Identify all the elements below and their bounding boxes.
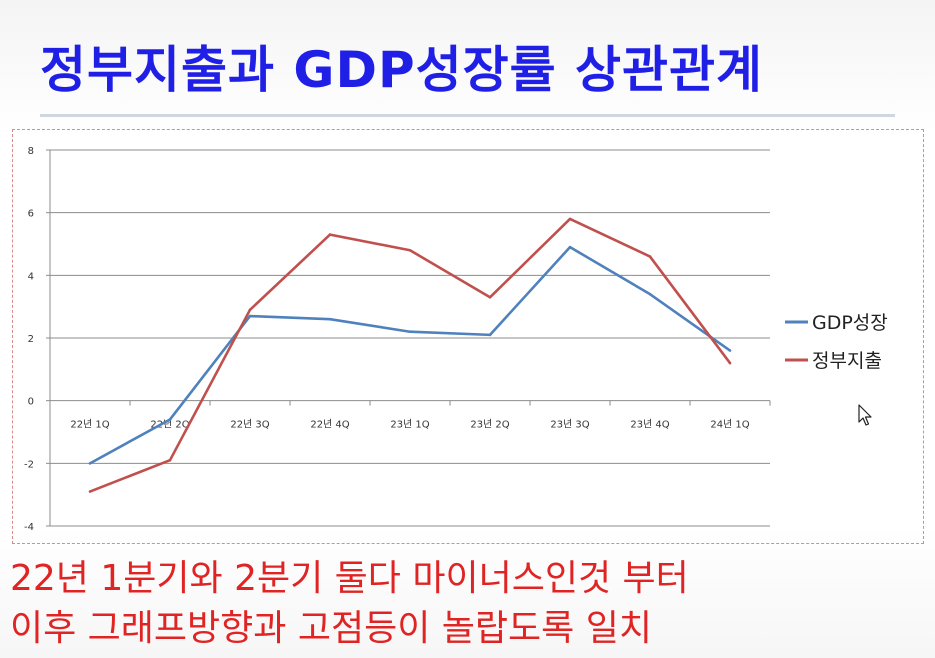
series-layer xyxy=(88,217,732,493)
caption-line-1: 22년 1분기와 2분기 둘다 마이너스인것 부터 xyxy=(10,558,689,599)
x-tick-label-7: 23년 4Q xyxy=(630,419,669,431)
x-tick-label-1: 22년 2Q xyxy=(150,419,189,431)
slide-caption: 22년 1분기와 2분기 둘다 마이너스인것 부터 이후 그래프방향과 고점등이… xyxy=(10,554,930,654)
data-point-0-2 xyxy=(248,314,252,318)
slide-title: 정부지출과 GDP성장률 상관관계 xyxy=(40,41,764,99)
x-tick-label-6: 23년 3Q xyxy=(550,419,589,431)
data-point-0-1 xyxy=(168,418,172,421)
data-point-1-5 xyxy=(488,295,492,299)
data-point-1-1 xyxy=(168,458,172,462)
x-tick-label-2: 22년 3Q xyxy=(230,419,269,431)
data-point-0-6 xyxy=(568,245,572,249)
data-point-0-0 xyxy=(88,462,92,465)
data-point-1-7 xyxy=(648,255,652,258)
title-underline xyxy=(40,114,895,117)
data-point-0-7 xyxy=(648,292,652,296)
y-tick-label-2: 0 xyxy=(28,397,34,408)
data-point-1-2 xyxy=(248,308,252,312)
data-point-1-3 xyxy=(328,233,332,236)
data-point-0-4 xyxy=(408,330,412,334)
y-tick-label-5: 6 xyxy=(28,209,34,220)
series-line-1 xyxy=(89,217,732,493)
data-point-0-5 xyxy=(488,333,492,337)
chart-frame xyxy=(12,129,924,544)
data-point-0-8 xyxy=(728,349,732,352)
axis-layer: -4 -2 0 2 4 6 8 22년 1Q 22년 2Q 22년 3Q 22년 4Q 23년 1Q 2… xyxy=(24,146,771,533)
y-tick-label-3: 2 xyxy=(28,334,34,345)
x-tick-label-4: 23년 1Q xyxy=(390,419,429,431)
x-tick-label-0: 22년 1Q xyxy=(70,419,109,431)
legend-label-0: GDP성장 xyxy=(812,312,888,334)
x-tick-label-3: 22년 4Q xyxy=(310,419,349,431)
mouse-pointer-icon xyxy=(858,404,872,426)
x-tick-label-8: 24년 1Q xyxy=(710,419,749,431)
legend-label-1: 정부지출 xyxy=(812,350,882,372)
y-tick-label-4: 4 xyxy=(28,271,34,282)
caption-line-2: 이후 그래프방향과 고점등이 놀랍도록 일치 xyxy=(10,608,652,649)
y-tick-label-1: -2 xyxy=(24,459,34,470)
data-point-1-0 xyxy=(88,490,92,493)
data-point-1-8 xyxy=(728,361,732,365)
grid-layer xyxy=(50,149,770,527)
y-tick-label-6: 8 xyxy=(28,146,34,157)
data-point-1-6 xyxy=(568,217,572,221)
data-point-0-3 xyxy=(328,317,332,321)
x-tick-label-5: 23년 2Q xyxy=(470,419,509,431)
data-point-1-4 xyxy=(408,248,412,252)
y-tick-label-0: -4 xyxy=(24,522,34,533)
